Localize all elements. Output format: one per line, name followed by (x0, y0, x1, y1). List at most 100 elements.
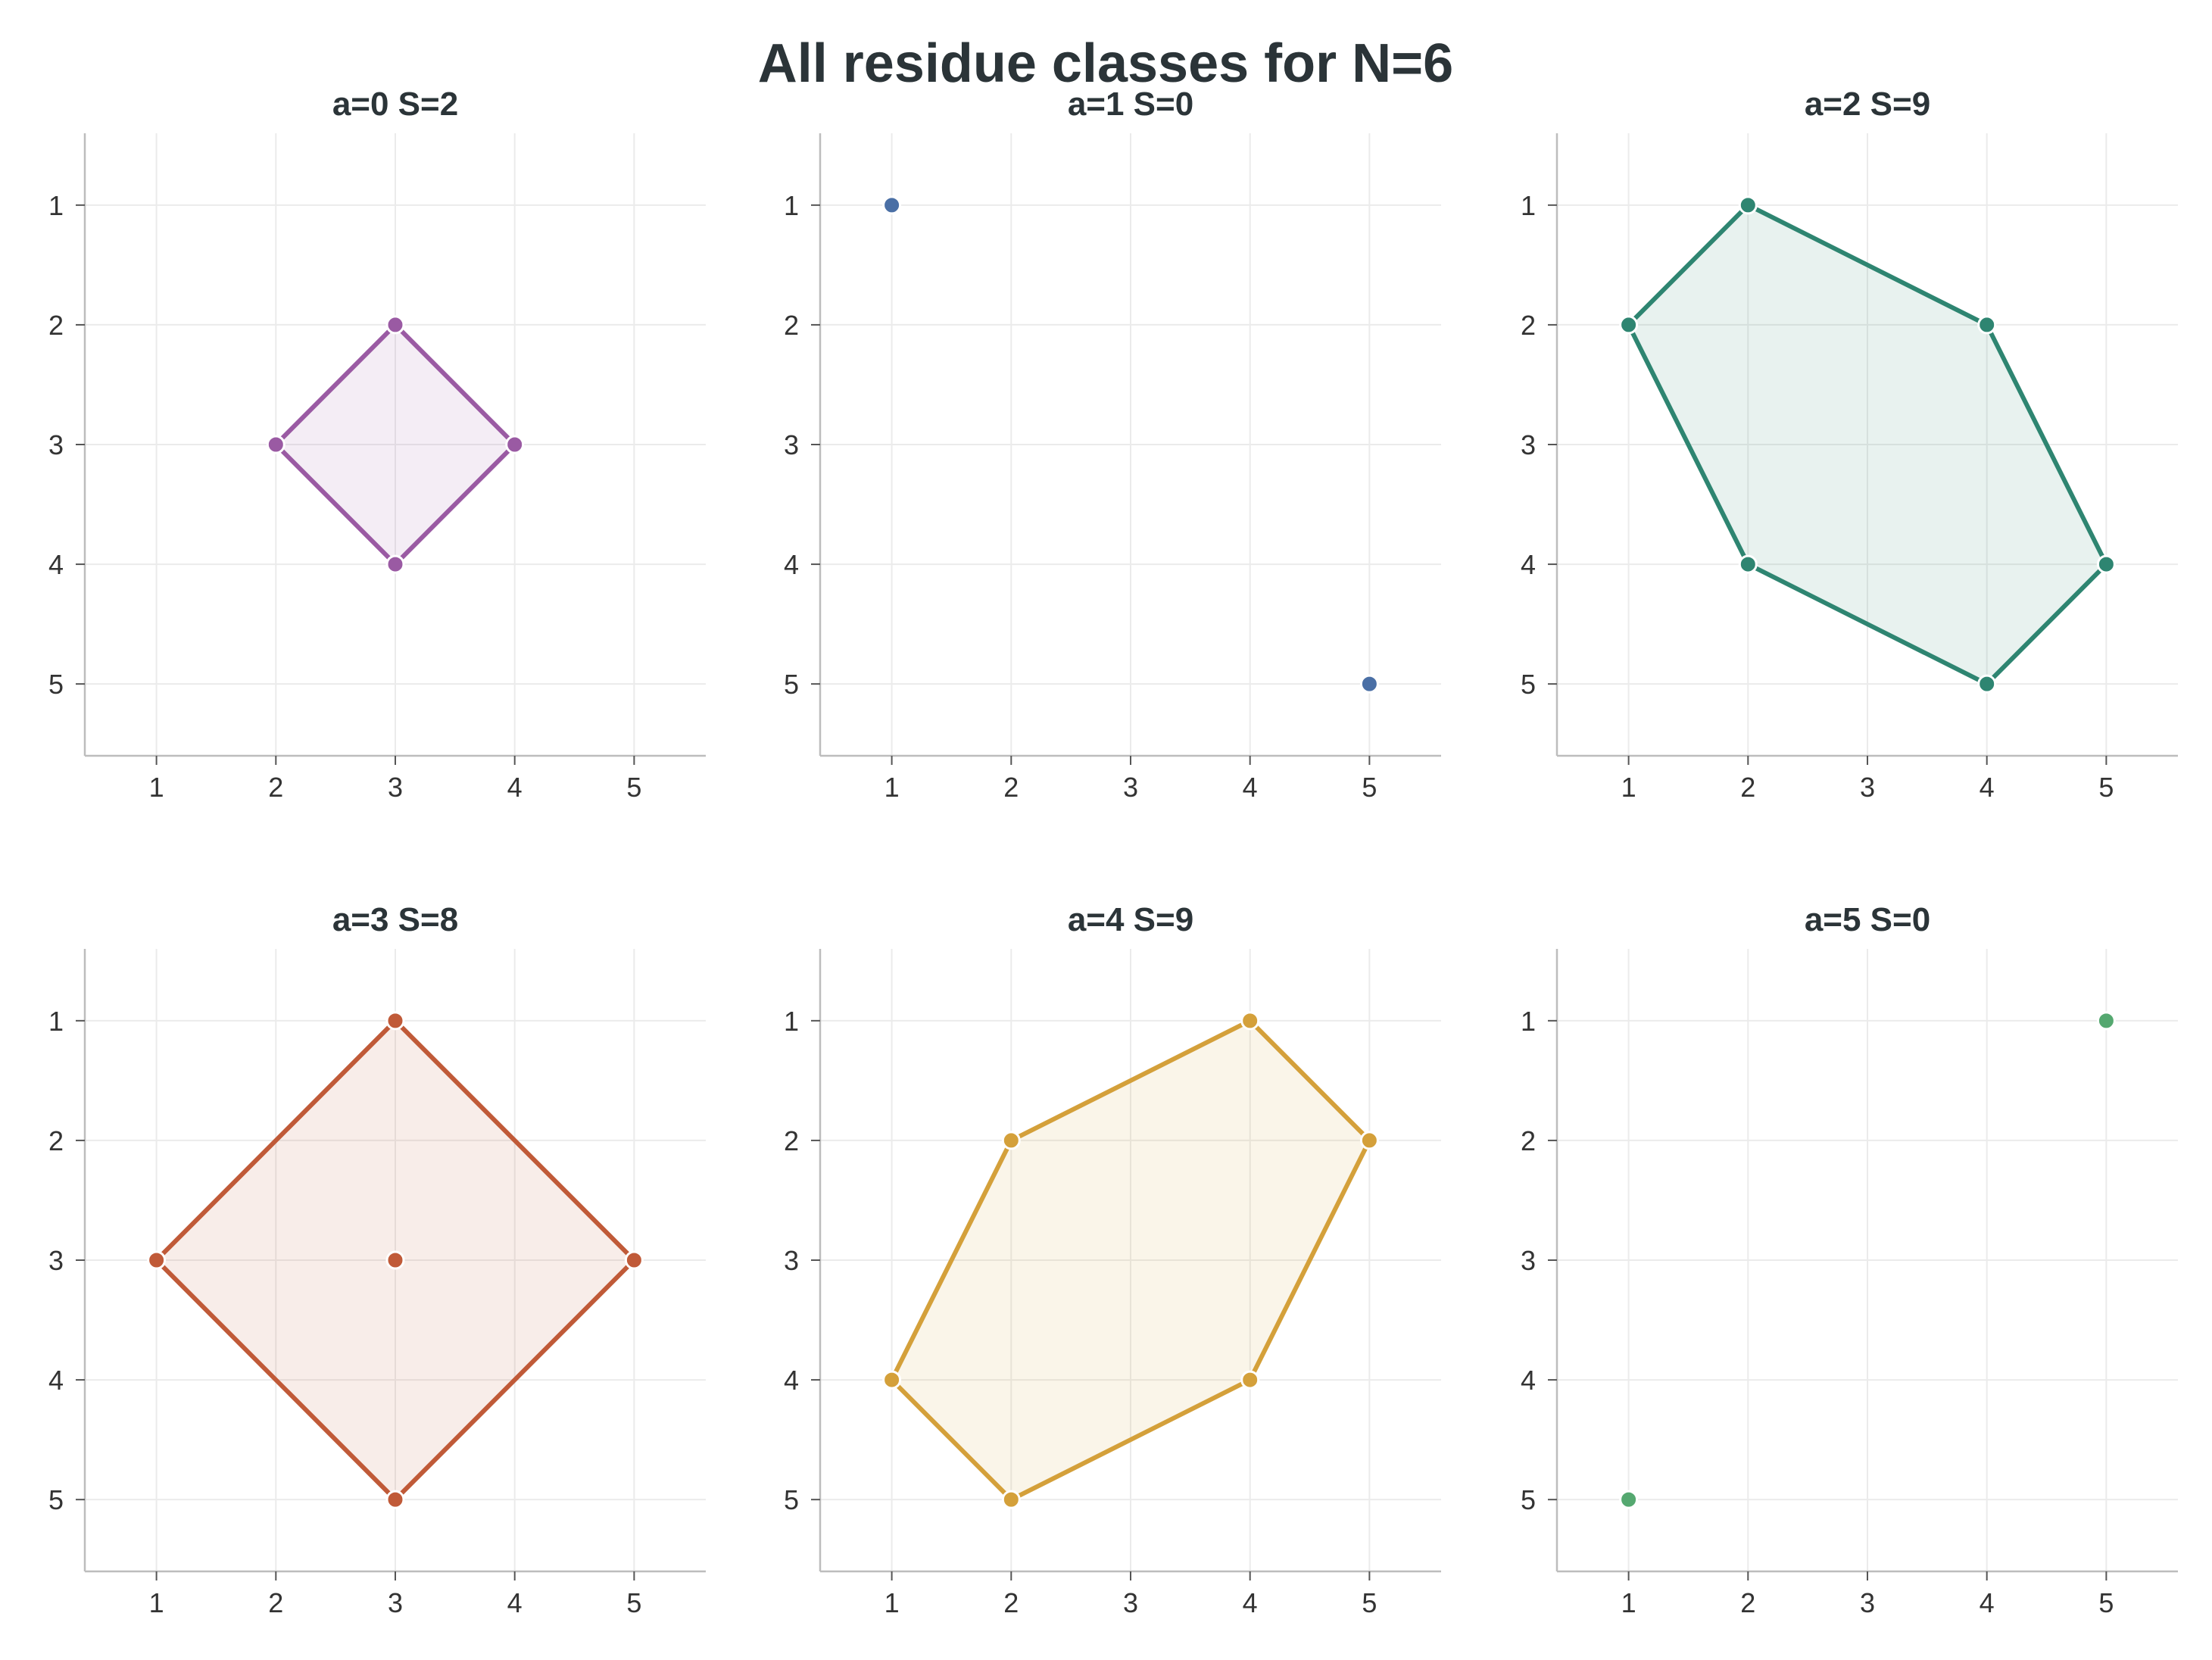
x-tick-label: 1 (884, 772, 900, 803)
x-tick-label: 2 (1003, 1587, 1019, 1618)
panel-title: a=2 S=9 (1805, 86, 1930, 123)
y-tick-label: 1 (48, 1006, 64, 1037)
panel-title: a=4 S=9 (1068, 901, 1193, 938)
data-point (2096, 1011, 2116, 1031)
data-point (882, 195, 902, 215)
y-tick-label: 2 (784, 1125, 799, 1156)
panel-3: a=3 S=8 1 2 3 4 5 1 2 3 4 5 (48, 901, 706, 1618)
x-tick-label: 4 (507, 1587, 523, 1618)
y-tick-label: 3 (48, 429, 64, 460)
data-point (1738, 195, 1758, 215)
data-point (1359, 674, 1379, 694)
data-point (505, 435, 525, 454)
hull-polygon (1626, 202, 2109, 687)
x-tick-label: 2 (1740, 772, 1755, 803)
data-point (1240, 1370, 1260, 1390)
data-point (1977, 315, 1997, 335)
x-tick-label: 4 (507, 772, 523, 803)
data-point (385, 1011, 405, 1031)
data-point (1738, 554, 1758, 574)
x-tick-label: 2 (1740, 1587, 1755, 1618)
x-tick-label: 4 (1243, 1587, 1258, 1618)
x-tick-label: 4 (1980, 1587, 1995, 1618)
y-tick-label: 5 (48, 1484, 64, 1515)
panel-0: a=0 S=2 1 2 3 4 5 1 2 3 4 5 (48, 86, 706, 803)
y-tick-label: 2 (48, 310, 64, 341)
x-tick-label: 3 (1123, 1587, 1138, 1618)
x-tick-label: 3 (388, 1587, 403, 1618)
data-point (2096, 554, 2116, 574)
hull-polygon (273, 322, 517, 567)
panel-title: a=5 S=0 (1805, 901, 1930, 938)
y-tick-label: 1 (48, 190, 64, 221)
y-tick-label: 1 (1521, 190, 1536, 221)
x-tick-label: 1 (1621, 1587, 1636, 1618)
x-tick-label: 1 (149, 1587, 164, 1618)
y-tick-label: 5 (1521, 669, 1536, 700)
data-point (266, 435, 285, 454)
panel-title: a=3 S=8 (332, 901, 458, 938)
panel-4: a=4 S=9 1 2 3 4 5 1 2 3 4 5 (784, 901, 1441, 1618)
x-tick-label: 4 (1980, 772, 1995, 803)
y-tick-label: 4 (48, 1365, 64, 1396)
y-tick-label: 3 (48, 1245, 64, 1276)
panel-1: a=1 S=0 1 2 3 4 5 1 2 3 4 5 (784, 86, 1441, 803)
y-tick-label: 5 (1521, 1484, 1536, 1515)
y-tick-label: 4 (48, 549, 64, 580)
hull-polygon (889, 1018, 1372, 1502)
y-tick-label: 3 (784, 429, 799, 460)
figure-title: All residue classes for N=6 (758, 33, 1453, 94)
data-point (1359, 1131, 1379, 1150)
y-tick-label: 2 (784, 310, 799, 341)
data-point (624, 1250, 644, 1270)
x-tick-label: 5 (626, 772, 641, 803)
y-tick-label: 3 (1521, 429, 1536, 460)
x-tick-label: 1 (149, 772, 164, 803)
y-tick-label: 2 (1521, 1125, 1536, 1156)
data-point (385, 554, 405, 574)
x-tick-label: 1 (1621, 772, 1636, 803)
x-tick-label: 3 (1860, 1587, 1875, 1618)
panel-title: a=1 S=0 (1068, 86, 1193, 123)
panel-2: a=2 S=9 1 2 3 4 5 1 2 3 4 5 (1521, 86, 2178, 803)
x-tick-label: 2 (268, 772, 283, 803)
data-point (1001, 1131, 1021, 1150)
data-point (1619, 315, 1639, 335)
data-point (1001, 1490, 1021, 1509)
data-point (1619, 1490, 1639, 1509)
x-tick-label: 5 (1362, 1587, 1377, 1618)
data-point (385, 315, 405, 335)
y-tick-label: 5 (48, 669, 64, 700)
panel-title: a=0 S=2 (332, 86, 458, 123)
data-point (1977, 674, 1997, 694)
y-tick-label: 4 (784, 549, 799, 580)
y-tick-label: 3 (784, 1245, 799, 1276)
y-tick-label: 2 (1521, 310, 1536, 341)
x-tick-label: 5 (1362, 772, 1377, 803)
y-tick-label: 2 (48, 1125, 64, 1156)
x-tick-label: 2 (1003, 772, 1019, 803)
x-tick-label: 5 (2098, 1587, 2114, 1618)
x-tick-label: 3 (1860, 772, 1875, 803)
y-tick-label: 5 (784, 669, 799, 700)
panel-5: a=5 S=0 1 2 3 4 5 1 2 3 4 5 (1521, 901, 2178, 1618)
data-point (385, 1490, 405, 1509)
y-tick-label: 4 (784, 1365, 799, 1396)
y-tick-label: 4 (1521, 549, 1536, 580)
x-tick-label: 2 (268, 1587, 283, 1618)
x-tick-label: 3 (1123, 772, 1138, 803)
x-tick-label: 4 (1243, 772, 1258, 803)
x-tick-label: 5 (626, 1587, 641, 1618)
x-tick-label: 1 (884, 1587, 900, 1618)
y-tick-label: 3 (1521, 1245, 1536, 1276)
y-tick-label: 1 (784, 1006, 799, 1037)
y-tick-label: 5 (784, 1484, 799, 1515)
data-point (882, 1370, 902, 1390)
y-tick-label: 1 (784, 190, 799, 221)
y-tick-label: 1 (1521, 1006, 1536, 1037)
y-tick-label: 4 (1521, 1365, 1536, 1396)
x-tick-label: 5 (2098, 772, 2114, 803)
data-point (385, 1250, 405, 1270)
